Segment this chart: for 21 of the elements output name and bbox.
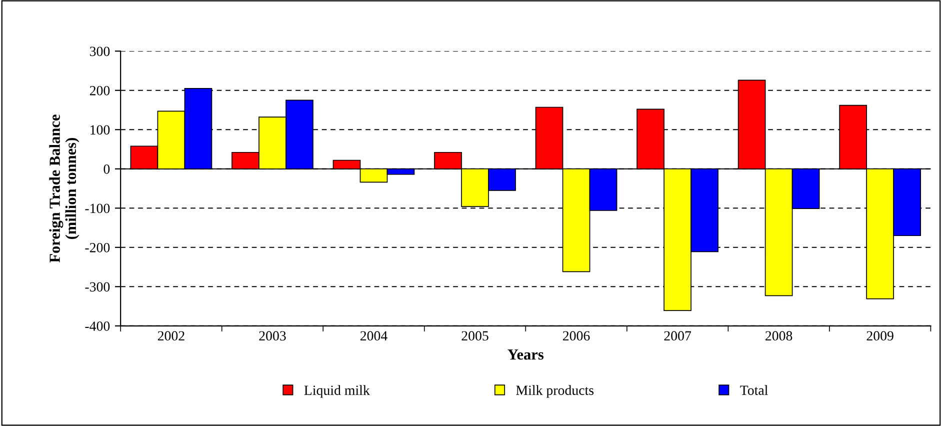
y-tick-label: -200: [85, 242, 110, 252]
y-tick-label: -300: [85, 282, 110, 292]
y-tick-label: 100: [90, 125, 110, 135]
x-tick-label: 2009: [866, 331, 894, 341]
x-tick-label: 2007: [664, 331, 692, 341]
x-tick-label: 2003: [259, 331, 286, 341]
y-tick-label: 0: [104, 164, 110, 174]
x-tick-label: 2005: [462, 331, 488, 341]
y-axis-title: Foreign Trade Balance (million tonnes): [49, 114, 80, 263]
x-axis-title: Years: [508, 350, 544, 360]
x-tick-label: 2006: [562, 331, 590, 341]
legend-label: Liquid milk: [304, 385, 370, 398]
y-tick-label: 200: [90, 86, 110, 96]
y-tick-label: -100: [85, 204, 110, 214]
x-tick-label: 2002: [158, 331, 184, 341]
y-tick-label: 300: [90, 46, 110, 56]
legend-label: Milk products: [516, 385, 594, 398]
x-tick-label: 2008: [766, 331, 792, 341]
y-tick-label: -400: [85, 321, 110, 331]
legend-label: Total: [740, 385, 768, 395]
x-tick-label: 2004: [360, 331, 388, 341]
